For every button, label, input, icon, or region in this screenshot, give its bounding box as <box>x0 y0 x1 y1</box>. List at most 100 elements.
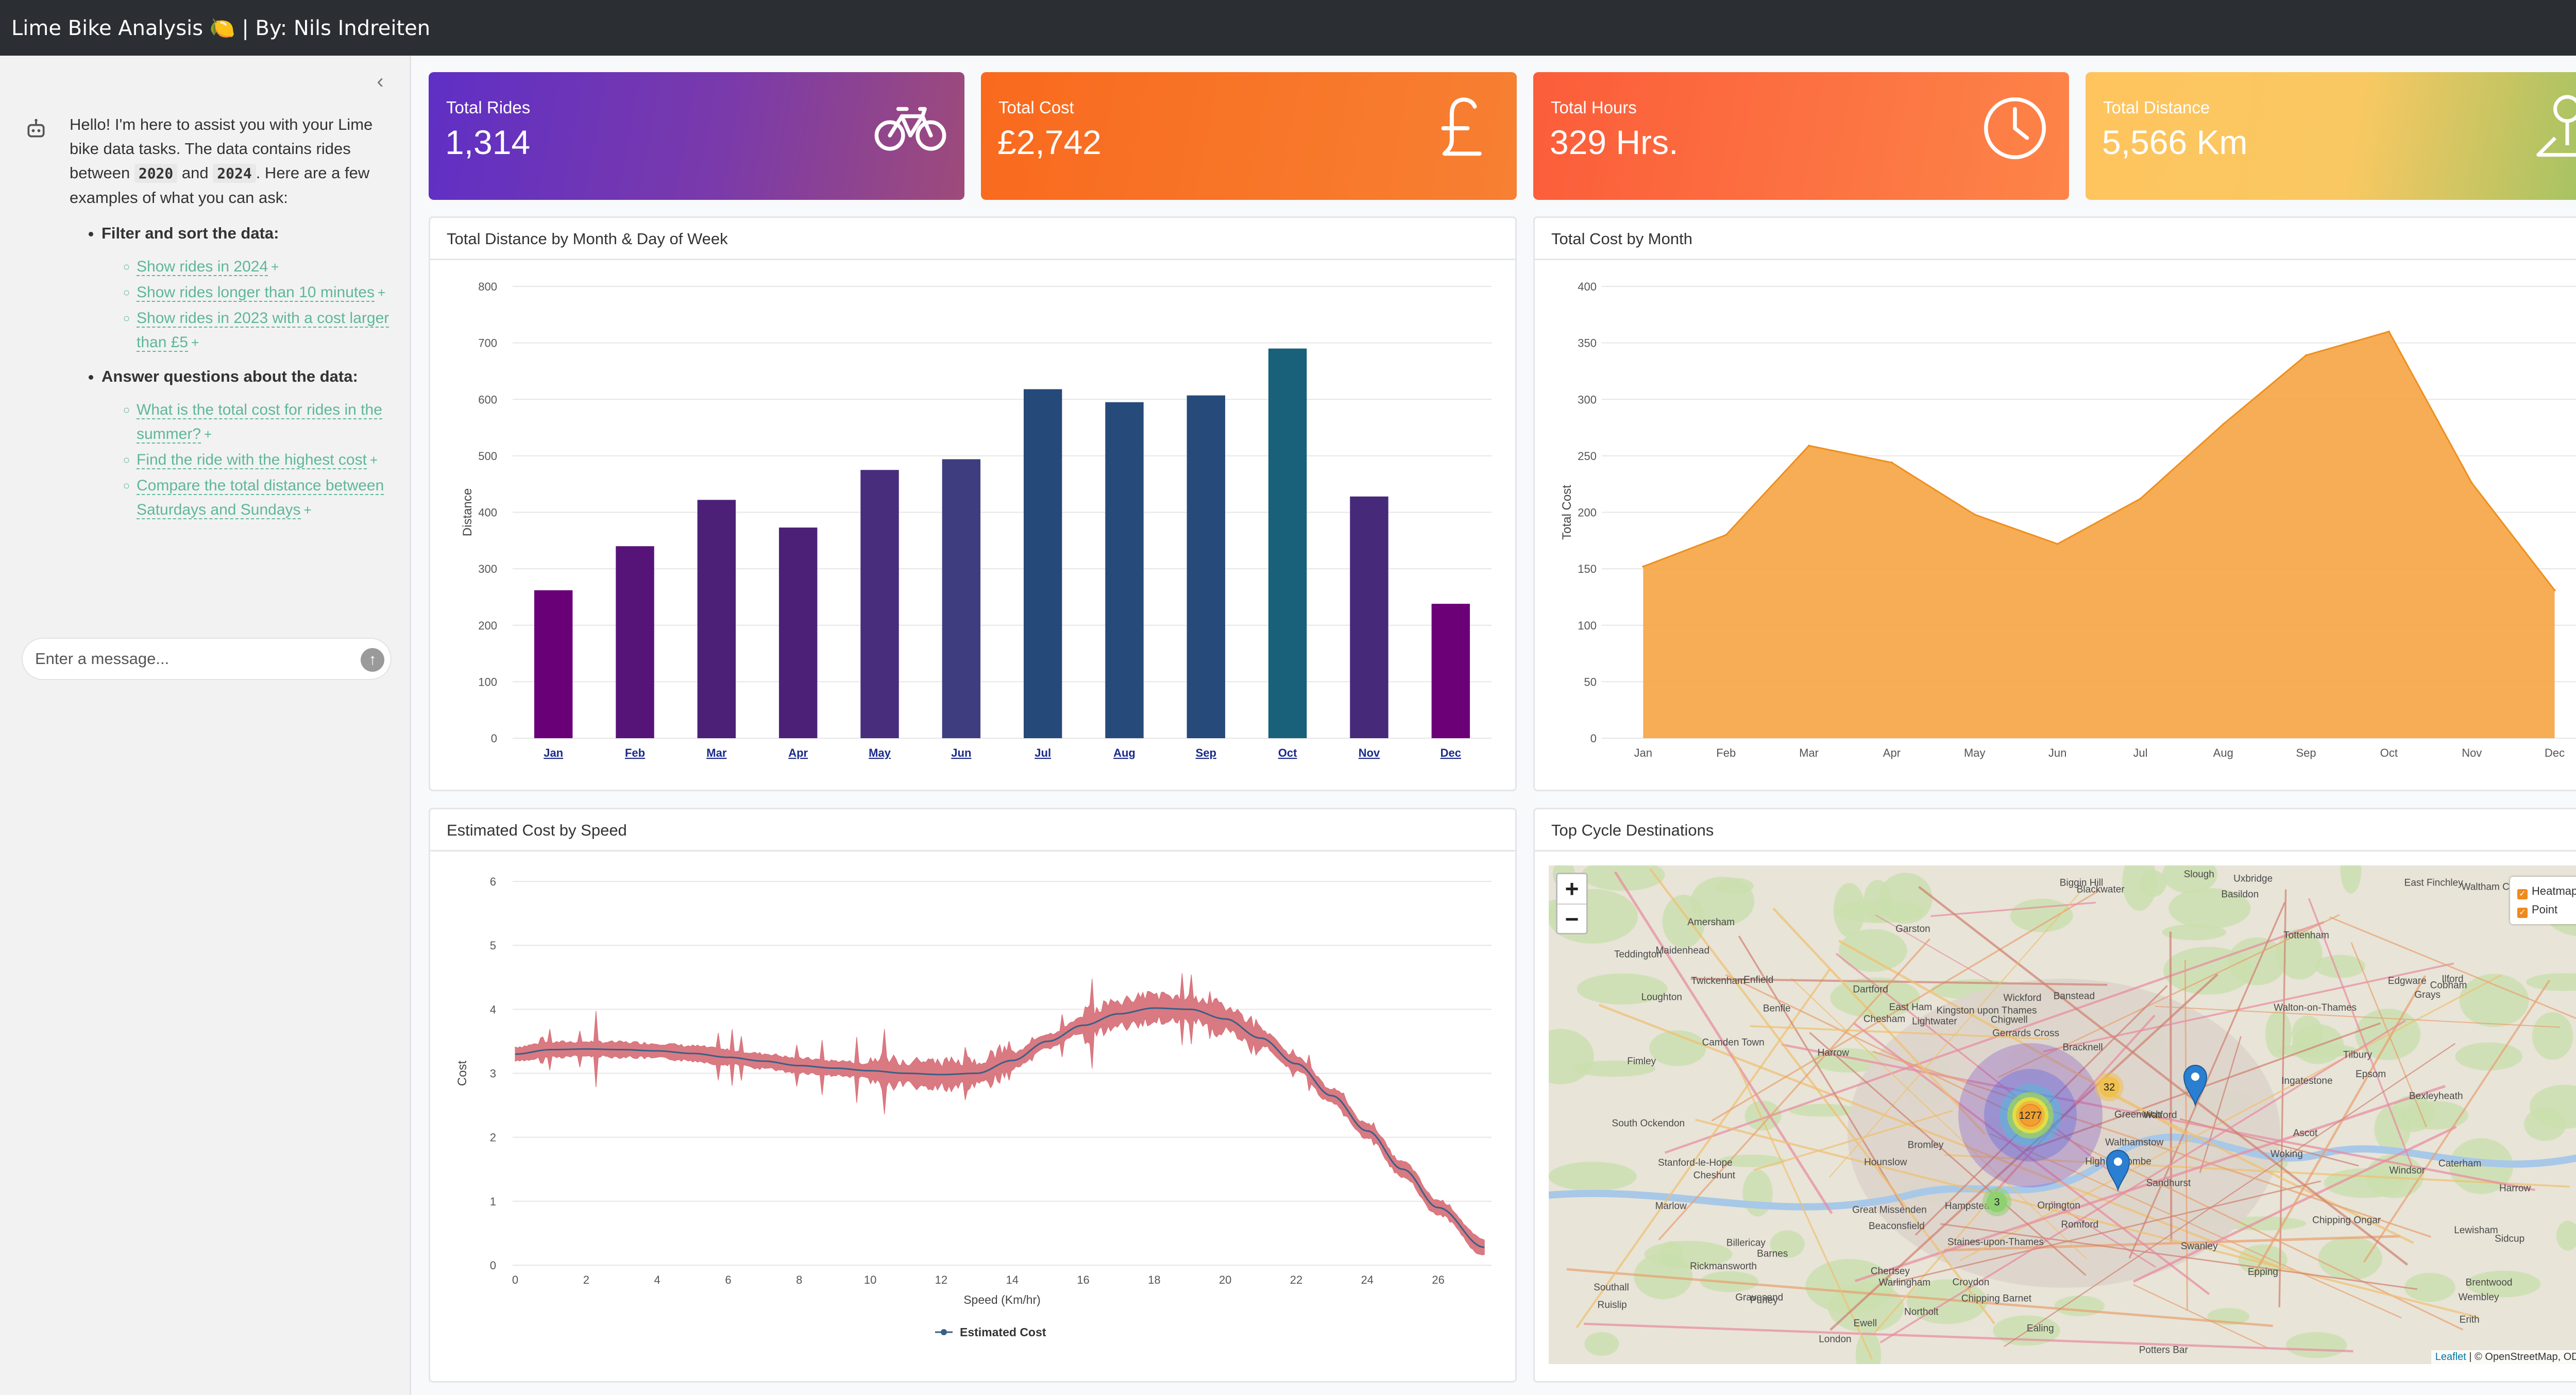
road <box>1750 1025 2050 1040</box>
x-tick-label: Jan <box>544 746 563 759</box>
place-label: Billericay <box>1726 1238 1766 1249</box>
layer-toggle-point[interactable]: ✓ Point <box>2517 900 2576 919</box>
road <box>1753 1110 1953 1171</box>
y-tick-label: 2 <box>490 1131 496 1144</box>
collapse-sidebar-icon[interactable]: ‹ <box>377 70 384 93</box>
park-area <box>1744 1100 1782 1131</box>
example-prompt-link[interactable]: Show rides longer than 10 minutes+ <box>137 280 399 305</box>
place-label: Benfle <box>1763 1003 1791 1014</box>
x-tick-label: Sep <box>1196 746 1216 759</box>
y-tick-label: 100 <box>478 675 497 688</box>
assistant-message: Hello! I'm here to assist you with your … <box>70 112 399 532</box>
place-label: Wickford <box>2004 993 2042 1003</box>
x-tick-label: Jul <box>1035 746 1051 759</box>
park-area <box>1572 1060 1656 1077</box>
kpi-total-rides: Total Rides 1,314 <box>429 72 964 200</box>
place-label: Rickmansworth <box>1690 1261 1757 1272</box>
road <box>1598 1003 2282 1269</box>
road <box>1738 935 1905 1208</box>
map-pin-dot <box>2114 1158 2122 1166</box>
place-label: Basildon <box>2221 889 2259 900</box>
place-label: Ingatestone <box>2281 1076 2332 1086</box>
y-tick-label: 5 <box>490 939 496 952</box>
y-tick-label: 200 <box>1578 506 1597 519</box>
example-prompt-link[interactable]: Find the ride with the highest cost+ <box>137 448 399 472</box>
road <box>1879 1019 2406 1343</box>
place-label: Fimley <box>1627 1056 1656 1067</box>
place-label: Teddington <box>1614 949 1662 960</box>
y-tick-label: 0 <box>490 1259 496 1272</box>
map-pin-dot <box>2191 1073 2199 1081</box>
example-prompt-link[interactable]: Show rides in 2023 with a cost larger th… <box>137 306 399 355</box>
x-tick-label: May <box>869 746 891 759</box>
y-tick-label: 400 <box>478 506 497 519</box>
kpi-total-hours: Total Hours 329 Hrs. <box>1533 72 2069 200</box>
checkbox-icon[interactable]: ✓ <box>2517 908 2528 918</box>
map-attribution: Leaflet | © OpenStreetMap, ODbL <box>2431 1350 2576 1364</box>
place-label: Lewisham <box>2454 1225 2498 1236</box>
park-area <box>1716 878 1754 895</box>
place-label: Edgware <box>2388 976 2427 986</box>
map-pin-icon <box>2106 1150 2130 1192</box>
place-label: Cobham <box>2430 980 2467 991</box>
place-label: Lightwater <box>1912 1016 1957 1027</box>
data-point <box>2139 498 2142 500</box>
chat-sidebar: ‹ Hello! I'm here to assist you with you… <box>0 56 411 1395</box>
road <box>2308 898 2413 1167</box>
cost-area-chart: 0 50 100 150 200 250 300 350 400 Total Cost Jan Feb… <box>1560 280 2576 759</box>
park-area <box>2168 888 2251 929</box>
x-tick-label: 16 <box>1077 1273 1089 1286</box>
zoom-in-button[interactable]: + <box>1565 875 1579 902</box>
place-label: Orpington <box>2037 1200 2080 1211</box>
x-tick-label: 22 <box>1290 1273 1302 1286</box>
kpi-label: Total Hours <box>1551 98 1637 117</box>
x-tick-label: Nov <box>1359 746 1380 759</box>
place-label: Ilford <box>2442 974 2463 984</box>
place-label: Chesham <box>1863 1014 1905 1025</box>
send-button[interactable]: ↑ <box>361 648 384 672</box>
layer-toggle-heatmap[interactable]: ✓ Heatmap <box>2517 882 2576 900</box>
example-prompt-link[interactable]: Show rides in 2024+ <box>137 254 399 279</box>
place-label: Dartford <box>1853 984 1888 995</box>
place-label: Chipping Barnet <box>1961 1294 2032 1304</box>
app-title: Lime Bike Analysis 🍋 | By: Nils Indreite… <box>11 16 431 40</box>
checkbox-icon[interactable]: ✓ <box>2517 889 2528 899</box>
road <box>1993 1014 2156 1194</box>
bar <box>1187 395 1226 738</box>
cluster-marker <box>2020 1105 2041 1126</box>
place-label: Gerrards Cross <box>1992 1028 2059 1039</box>
x-tick-label: 4 <box>654 1273 660 1286</box>
example-prompt-link[interactable]: What is the total cost for rides in the … <box>137 398 399 447</box>
kpi-value: 5,566 Km <box>2102 123 2248 161</box>
place-label: Chipping Ongar <box>2312 1215 2381 1226</box>
road <box>1875 914 1993 983</box>
y-axis-label: Total Cost <box>1560 485 1574 540</box>
place-label: Tottenham <box>2283 930 2329 941</box>
place-label: Ruislip <box>1598 1300 1627 1311</box>
data-point <box>2387 330 2390 333</box>
message-input[interactable]: Enter a message... ↑ <box>22 638 392 680</box>
leaflet-link[interactable]: Leaflet <box>2435 1351 2466 1363</box>
park-area <box>1863 879 1892 922</box>
zoom-control: + − <box>1556 873 1588 934</box>
destinations-map[interactable]: Great Missenden Chesham Amersham Potters Ba… <box>1549 865 2576 1364</box>
place-label: Northolt <box>1904 1307 1939 1318</box>
x-tick-label: May <box>1964 746 1986 759</box>
place-label: Banstead <box>2054 991 2095 1001</box>
x-tick-label: 0 <box>512 1273 518 1286</box>
bar <box>942 459 981 738</box>
kpi-value: 329 Hrs. <box>1550 123 1679 161</box>
y-tick-label: 400 <box>1578 280 1597 293</box>
park-area <box>2314 955 2366 978</box>
panel-title: Total Distance by Month & Day of Week <box>430 218 1515 260</box>
road <box>2278 889 2287 1307</box>
panel-title: Estimated Cost by Speed <box>430 809 1515 852</box>
example-prompt-link[interactable]: Compare the total distance between Satur… <box>137 473 399 522</box>
road <box>1918 886 2409 1266</box>
place-label: Purley <box>1750 1295 1778 1306</box>
zoom-out-button[interactable]: − <box>1557 904 1586 933</box>
x-tick-label: 26 <box>1432 1273 1444 1286</box>
x-tick-label: Nov <box>2462 746 2482 759</box>
road <box>2329 916 2576 1019</box>
panel-title: Top Cycle Destinations <box>1535 809 2576 852</box>
